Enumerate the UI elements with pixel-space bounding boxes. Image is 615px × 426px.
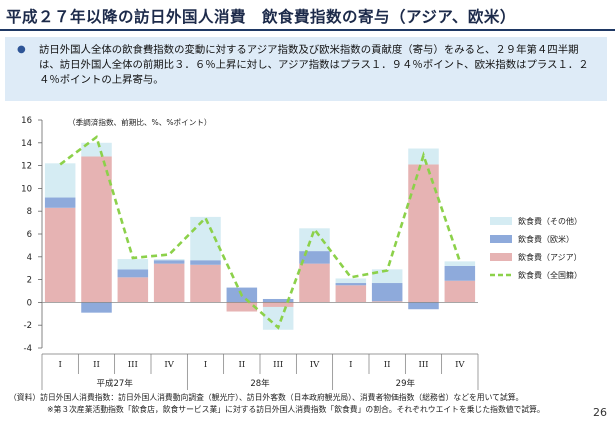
bar-other <box>299 228 330 252</box>
legend-label-west: 飲食費（欧米） <box>518 234 574 244</box>
bar-asia <box>299 263 330 303</box>
bar-asia <box>444 280 476 303</box>
bar-west <box>371 283 403 302</box>
x-tick-label: III <box>273 360 283 370</box>
bar-asia <box>117 277 149 303</box>
bar-asia <box>44 207 76 303</box>
bar-west <box>444 265 476 281</box>
bar-asia <box>226 302 258 312</box>
bar-asia <box>153 263 185 303</box>
summary-bullet: ● <box>17 44 26 55</box>
legend-swatch-west <box>490 235 512 243</box>
bar-asia <box>190 264 221 303</box>
y-tick-label: 4 <box>27 253 32 263</box>
x-tick-label: IV <box>164 360 174 370</box>
total-line <box>59 134 462 330</box>
summary-box: ● 訪日外国人全体の飲食費指数の変動に対するアジア指数及び欧米指数の貢献度（寄与… <box>5 37 607 101</box>
bar-other <box>153 259 185 261</box>
bar-west <box>44 197 76 208</box>
bar-other <box>444 261 476 266</box>
x-tick-label: I <box>58 360 61 370</box>
x-tick-label: IV <box>455 360 465 370</box>
x-tick-label: III <box>418 360 428 370</box>
y-tick-label: 2 <box>27 276 32 286</box>
y-tick-label: 14 <box>21 139 32 149</box>
bar-west <box>117 269 149 278</box>
note-source: （資料）訪日外国人消費指数：訪日外国人消費動向調査（観光庁）、訪日外客数（日本政… <box>9 393 524 402</box>
year-label: 平成27年 <box>97 378 134 389</box>
bar-west <box>153 260 185 264</box>
legend-swatch-asia <box>490 253 512 261</box>
bar-west <box>299 251 330 264</box>
y-tick-label: 12 <box>21 162 32 172</box>
year-label: 28年 <box>250 378 270 389</box>
summary-text: 訪日外国人全体の飲食費指数の変動に対するアジア指数及び欧米指数の貢献度（寄与）を… <box>39 44 589 86</box>
bar-west <box>408 302 439 310</box>
y-tick-label: 8 <box>27 207 32 217</box>
bar-asia <box>81 156 112 303</box>
bar-other <box>371 269 403 284</box>
legend-label-asia: 飲食費（アジア） <box>518 252 582 262</box>
x-tick-label: I <box>204 360 207 370</box>
x-tick-label: I <box>349 360 352 370</box>
bar-other <box>117 259 149 270</box>
bar-west <box>335 283 367 286</box>
bar-other <box>81 142 112 157</box>
bar-asia <box>371 301 403 303</box>
y-tick-label: 6 <box>27 230 32 240</box>
x-tick-label: IV <box>310 360 320 370</box>
y-tick-label: 0 <box>27 298 32 308</box>
legend-label-total: 飲食費（全国籍） <box>518 270 582 280</box>
x-tick-label: II <box>93 360 100 370</box>
y-tick-label: 10 <box>21 184 32 194</box>
y-tick-label: 16 <box>21 116 32 126</box>
bar-west <box>190 260 221 265</box>
bar-asia <box>262 302 294 307</box>
x-tick-label: II <box>238 360 245 370</box>
bar-west <box>81 302 112 313</box>
bar-other <box>262 306 294 330</box>
year-label: 29年 <box>396 378 416 389</box>
legend-label-other: 飲食費（その他） <box>518 216 582 226</box>
unit-note: （季調済指数、前期比、%、%ポイント） <box>68 117 212 127</box>
legend-swatch-other <box>490 217 512 225</box>
note-method: ※第３次産業活動指数「飲食店，飲食サービス業」に対する訪日外国人消費指数「飲食費… <box>47 405 545 414</box>
page-title: 平成２７年以降の訪日外国人消費 飲食費指数の寄与（アジア、欧米） <box>6 8 516 26</box>
x-tick-label: III <box>128 360 138 370</box>
bar-other <box>44 163 76 198</box>
title-rule <box>0 29 615 31</box>
x-tick-label: II <box>384 360 391 370</box>
y-tick-label: -4 <box>24 344 32 354</box>
page-number: 26 <box>593 406 607 419</box>
bar-other <box>335 278 367 284</box>
bar-asia <box>335 285 367 303</box>
y-tick-label: -2 <box>24 321 32 331</box>
bar-west <box>262 298 294 303</box>
